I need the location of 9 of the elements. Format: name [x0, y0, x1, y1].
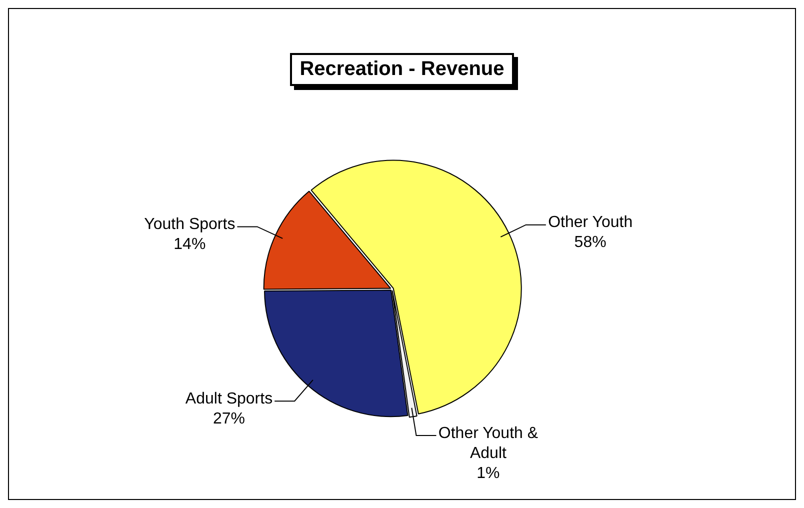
slice-label: Adult Sports — [185, 390, 273, 408]
slice-label: Other Youth — [548, 214, 633, 232]
data-label: 27% — [212, 410, 246, 428]
data-label: 58% — [574, 234, 606, 252]
slice-label: Other Youth & Adult — [438, 424, 538, 462]
data-label: 1% — [476, 464, 500, 482]
data-label: 14% — [174, 236, 206, 254]
chart-title: Recreation - Revenue — [290, 53, 514, 86]
slice-label: Youth Sports — [144, 216, 236, 234]
